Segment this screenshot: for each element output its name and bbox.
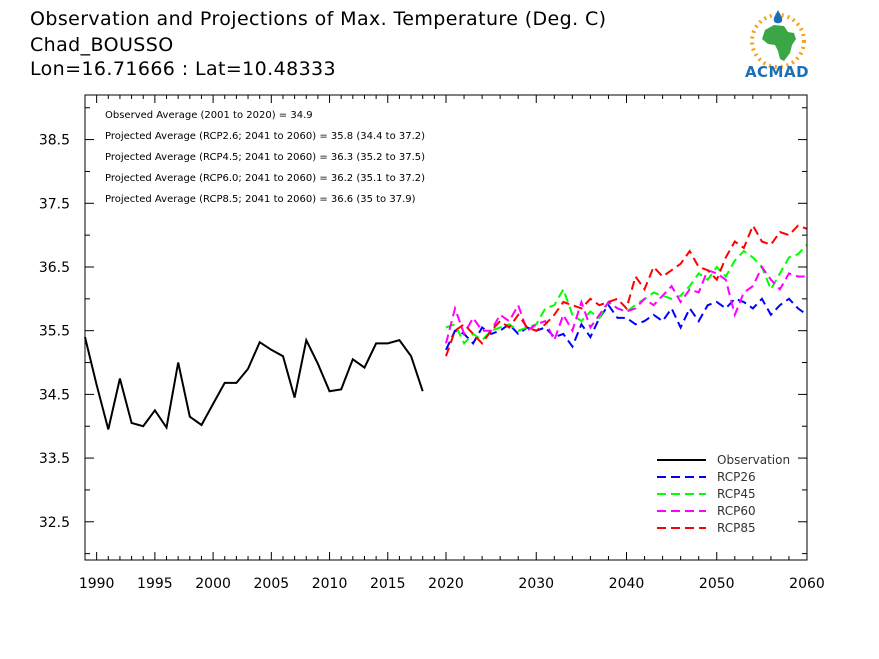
y-tick-label: 34.5 [39,387,70,403]
x-tick-label: 2000 [195,576,231,592]
annotation-line: Projected Average (RCP2.6; 2041 to 2060)… [105,131,425,142]
x-tick-label: 2050 [699,576,735,592]
y-tick-label: 37.5 [39,196,70,212]
x-axis-tick-labels: 1990 1995 2000 2005 2010 2015 2020 2030 2040 2050… [79,576,825,592]
legend-label: RCP60 [717,504,756,518]
y-tick-label: 36.5 [39,260,70,276]
legend-label: RCP26 [717,470,756,484]
coordinates-label: Lon=16.71666 : Lat=10.48333 [30,58,337,80]
legend-label: RCP85 [717,521,756,535]
y-axis-tick-labels: 32.5 33.5 34.5 35.5 36.5 37.5 38.5 [39,133,70,531]
annotation-line: Projected Average (RCP6.0; 2041 to 2060)… [105,173,425,184]
plot-frame [84,94,808,561]
acmad-logo [750,10,806,69]
y-tick-label: 32.5 [39,515,70,531]
axis-ticks [85,95,808,560]
x-tick-label: 1990 [79,576,115,592]
annotation-line: Projected Average (RCP8.5; 2041 to 2060)… [105,194,416,205]
annotation-box: Observed Average (2001 to 2020) = 34.9 Pr… [105,110,425,205]
series-line-rcp85 [445,223,808,357]
y-tick-label: 33.5 [39,451,70,467]
legend: Observation RCP26 RCP45 RCP60 RCP85 [657,453,790,535]
acmad-logo-text: ACMAD [744,63,810,81]
x-tick-label: 2060 [789,576,825,592]
y-tick-label: 35.5 [39,324,70,340]
x-tick-label: 2010 [312,576,348,592]
x-tick-label: 1995 [137,576,173,592]
x-tick-label: 2005 [254,576,290,592]
legend-label: Observation [717,453,790,467]
chart-title: Observation and Projections of Max. Temp… [30,8,607,30]
x-tick-label: 2040 [609,576,645,592]
water-drop-icon [773,10,783,24]
y-tick-label: 38.5 [39,133,70,149]
series-line-observation [84,336,424,431]
africa-map-icon [762,25,796,61]
series-layer [84,223,808,431]
series-line-rcp60 [445,265,807,344]
x-tick-label: 2020 [428,576,464,592]
x-tick-label: 2030 [518,576,554,592]
station-name: Chad_BOUSSO [30,34,174,56]
annotation-line: Observed Average (2001 to 2020) = 34.9 [105,110,313,121]
series-line-rcp45 [445,244,808,346]
x-tick-label: 2015 [370,576,406,592]
legend-label: RCP45 [717,487,756,501]
series-line-rcp26 [445,297,808,351]
annotation-line: Projected Average (RCP4.5; 2041 to 2060)… [105,152,425,163]
